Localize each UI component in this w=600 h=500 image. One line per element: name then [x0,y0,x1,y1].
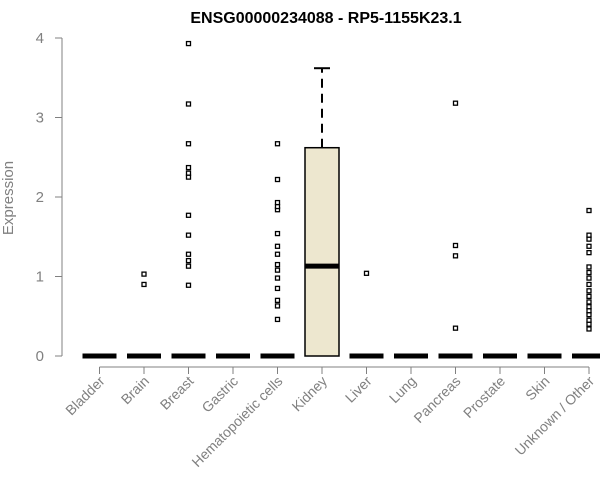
box-series [82,40,600,359]
x-tick-label: Prostate [460,373,508,421]
x-tick-label: Gastric [198,373,241,416]
box-iqr [304,146,340,357]
outlier-point [274,316,281,323]
outlier-point [452,100,459,106]
outlier-point [586,232,592,238]
outlier-point [185,212,192,218]
outlier-point [274,275,281,281]
box-brain [127,271,161,359]
box-kidney [304,67,340,357]
y-tick-label: 4 [36,30,44,47]
outlier-point [586,304,592,310]
y-axis-label: Expression [0,161,17,235]
outlier-point [274,199,281,206]
outlier-point [586,243,592,249]
outlier-point [274,267,281,273]
box-liver [349,270,384,359]
outlier-point [586,293,592,300]
outlier-point [452,325,459,331]
outlier-point [274,251,281,257]
outlier-point [185,101,192,107]
outlier-point [185,40,192,47]
box-hematopoietic-cells [260,141,295,359]
x-tick-label: Skin [522,373,553,404]
outlier-point [185,282,192,288]
outlier-point [586,317,592,323]
box-breast [171,40,206,359]
outlier-point [274,230,281,237]
outlier-point [586,264,592,270]
outlier-point [185,164,192,171]
outlier-point [452,253,459,259]
outlier-point [586,249,592,256]
x-tick-label: Lung [386,373,419,406]
outlier-point [274,141,281,147]
y-axis: 0 1 2 3 4 [36,30,63,365]
outlier-point [586,299,592,305]
outlier-point [586,269,592,276]
box-unknown-other [572,207,600,359]
outlier-point [185,263,192,269]
x-tick-label: Breast [157,373,197,413]
outlier-point [363,270,370,276]
x-tick-label: Brain [118,373,152,407]
outlier-point [586,281,592,288]
outlier-point [274,261,281,268]
x-tick-label: Liver [342,373,375,406]
outlier-point [274,243,281,249]
box-pancreas [438,100,473,359]
outlier-point [185,141,192,147]
outlier-point [141,271,147,277]
x-tick-label: Bladder [62,373,108,419]
outlier-point [274,285,281,292]
outlier-point [586,288,592,294]
x-tick-label: Unknown / Other [512,373,598,459]
y-tick-label: 1 [36,269,44,286]
y-tick-label: 3 [36,110,44,127]
outlier-point [274,303,281,309]
outlier-point [185,170,192,176]
outlier-point [185,257,192,264]
outlier-point [185,232,192,238]
x-tick-label: Kidney [289,373,331,415]
outlier-point [452,242,459,249]
chart-title: ENSG00000234088 - RP5-1155K23.1 [190,10,461,27]
outlier-point [274,297,281,304]
y-tick-label: 0 [36,348,44,365]
outlier-point [141,281,147,288]
x-tick-label: Pancreas [410,373,463,426]
y-tick-label: 2 [36,189,44,206]
outlier-point [586,207,592,214]
outlier-point [185,251,192,257]
outlier-point [274,176,281,183]
outlier-point [586,275,592,281]
outlier-point [586,326,592,332]
